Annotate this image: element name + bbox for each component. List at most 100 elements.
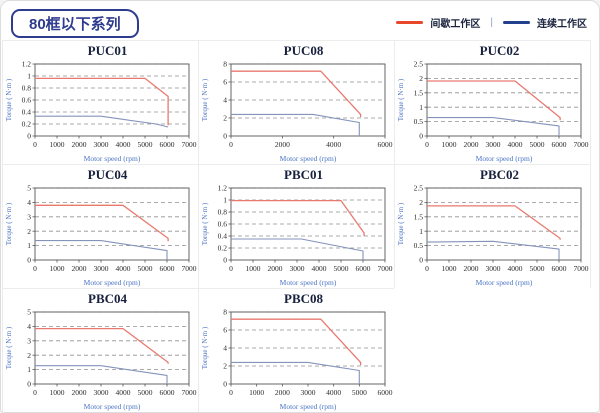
svg-text:0.8: 0.8 xyxy=(217,208,227,217)
svg-text:5: 5 xyxy=(27,308,31,317)
svg-text:2000: 2000 xyxy=(71,388,86,397)
svg-text:6000: 6000 xyxy=(159,264,174,273)
svg-text:4000: 4000 xyxy=(115,264,130,273)
chart-pbc04: 0 1 2 3 4 5 0 1000 2000 3000 4000 5000 6000 7000 Motor… xyxy=(5,308,197,411)
svg-text:5000: 5000 xyxy=(137,264,152,273)
svg-text:5000: 5000 xyxy=(529,140,544,149)
svg-text:0: 0 xyxy=(223,380,227,389)
svg-text:4000: 4000 xyxy=(311,264,326,273)
svg-text:5: 5 xyxy=(27,184,31,193)
svg-text:1: 1 xyxy=(27,72,31,81)
svg-text:1000: 1000 xyxy=(245,264,260,273)
svg-text:5000: 5000 xyxy=(137,140,152,149)
svg-text:0: 0 xyxy=(419,132,423,141)
svg-text:0: 0 xyxy=(223,132,227,141)
svg-text:Motor speed (rpm): Motor speed (rpm) xyxy=(83,402,140,411)
svg-text:7000: 7000 xyxy=(181,140,196,149)
svg-text:0.4: 0.4 xyxy=(217,232,227,241)
svg-text:0.2: 0.2 xyxy=(21,120,31,129)
svg-text:6000: 6000 xyxy=(551,140,566,149)
svg-text:4: 4 xyxy=(27,198,31,207)
svg-text:3: 3 xyxy=(27,336,31,345)
svg-text:0.6: 0.6 xyxy=(21,96,31,105)
svg-text:2: 2 xyxy=(27,227,31,236)
chart-title-pbc01: PBC01 xyxy=(284,167,323,182)
chart-cell-pbc04: PBC04 0 1 2 3 4 5 0 1000 2000 3000 4000 5000 6000 700… xyxy=(2,288,199,412)
intermittent-legend-swatch xyxy=(396,21,424,24)
svg-text:6000: 6000 xyxy=(159,388,174,397)
svg-text:6000: 6000 xyxy=(551,264,566,273)
svg-text:Motor speed (rpm): Motor speed (rpm) xyxy=(475,278,532,287)
svg-text:4000: 4000 xyxy=(115,140,130,149)
svg-text:4000: 4000 xyxy=(507,264,522,273)
svg-text:2000: 2000 xyxy=(274,140,289,149)
chart-title-pbc02: PBC02 xyxy=(480,167,519,182)
svg-text:Torque ( N·m ): Torque ( N·m ) xyxy=(5,202,13,245)
empty-cell xyxy=(394,288,591,412)
chart-title-puc08: PUC08 xyxy=(283,43,324,58)
svg-text:2000: 2000 xyxy=(274,388,289,397)
svg-text:0.8: 0.8 xyxy=(21,84,31,93)
svg-text:6000: 6000 xyxy=(377,388,392,397)
svg-text:0: 0 xyxy=(419,256,423,265)
svg-text:0: 0 xyxy=(33,388,37,397)
continuous-legend-swatch xyxy=(503,21,530,24)
svg-text:0: 0 xyxy=(425,264,429,273)
intermittent-legend-label: 间歇工作区 xyxy=(430,19,481,30)
svg-text:0: 0 xyxy=(425,140,429,149)
svg-text:3000: 3000 xyxy=(485,264,500,273)
svg-text:4: 4 xyxy=(223,344,227,353)
svg-text:3000: 3000 xyxy=(93,264,108,273)
svg-text:4000: 4000 xyxy=(326,140,341,149)
svg-text:1.5: 1.5 xyxy=(413,88,423,97)
svg-text:4000: 4000 xyxy=(326,388,341,397)
svg-text:5000: 5000 xyxy=(333,264,348,273)
chart-title-puc01: PUC01 xyxy=(87,43,128,58)
svg-text:3000: 3000 xyxy=(93,140,108,149)
svg-text:1.2: 1.2 xyxy=(21,60,31,69)
svg-text:1000: 1000 xyxy=(249,388,264,397)
svg-text:4000: 4000 xyxy=(507,140,522,149)
svg-text:1000: 1000 xyxy=(441,264,456,273)
svg-text:0: 0 xyxy=(33,140,37,149)
svg-text:0.5: 0.5 xyxy=(413,117,423,126)
svg-text:3000: 3000 xyxy=(289,264,304,273)
svg-text:0: 0 xyxy=(33,264,37,273)
legend: 间歇工作区 | 连续工作区 xyxy=(396,15,587,30)
series-title-badge: 80框以下系列 xyxy=(11,9,139,38)
svg-text:1: 1 xyxy=(419,227,423,236)
svg-text:Motor speed (rpm): Motor speed (rpm) xyxy=(279,402,336,411)
svg-text:7000: 7000 xyxy=(573,264,588,273)
chart-cell-puc01: PUC01 0 0.2 0.4 0.6 0.8 1 1.2 0 1000 2000 3000 4000… xyxy=(2,40,199,165)
svg-text:2000: 2000 xyxy=(267,264,282,273)
chart-cell-pbc08: PBC08 0 2 4 6 8 0 1000 2000 3000 4000 5000 6000 Moto… xyxy=(198,288,395,412)
svg-text:Motor speed (rpm): Motor speed (rpm) xyxy=(279,154,336,163)
svg-text:0: 0 xyxy=(229,140,233,149)
svg-text:1.5: 1.5 xyxy=(413,212,423,221)
svg-text:4: 4 xyxy=(223,96,227,105)
chart-cell-puc04: PUC04 0 1 2 3 4 5 0 1000 2000 3000 4000 5000 6000 700… xyxy=(2,164,199,289)
svg-text:3: 3 xyxy=(27,212,31,221)
svg-text:3000: 3000 xyxy=(485,140,500,149)
svg-text:7000: 7000 xyxy=(181,264,196,273)
svg-text:6000: 6000 xyxy=(355,264,370,273)
svg-text:Motor speed (rpm): Motor speed (rpm) xyxy=(279,278,336,287)
svg-text:1.2: 1.2 xyxy=(217,184,227,193)
chart-cell-pbc01: PBC01 0 0.2 0.4 0.6 0.8 1 1.2 0 1000 2000 3000 4000… xyxy=(198,164,395,289)
svg-text:0.4: 0.4 xyxy=(21,108,31,117)
svg-text:2000: 2000 xyxy=(71,264,86,273)
svg-text:1: 1 xyxy=(27,365,31,374)
svg-text:Torque ( N·m ): Torque ( N·m ) xyxy=(5,78,13,121)
svg-text:Torque ( N·m ): Torque ( N·m ) xyxy=(201,78,209,121)
svg-text:2: 2 xyxy=(223,114,227,123)
svg-text:1: 1 xyxy=(27,241,31,250)
svg-text:0: 0 xyxy=(27,256,31,265)
svg-text:0: 0 xyxy=(223,256,227,265)
page-header: 80框以下系列 间歇工作区 | 连续工作区 xyxy=(1,1,599,41)
chart-puc02: 0 0.5 1 1.5 2 2.5 0 1000 2000 3000 4000 5000 6000 700… xyxy=(397,60,589,163)
svg-text:2: 2 xyxy=(223,362,227,371)
svg-text:6000: 6000 xyxy=(159,140,174,149)
svg-text:0.5: 0.5 xyxy=(413,241,423,250)
svg-text:Torque ( N·m ): Torque ( N·m ) xyxy=(397,202,405,245)
svg-text:3000: 3000 xyxy=(93,388,108,397)
